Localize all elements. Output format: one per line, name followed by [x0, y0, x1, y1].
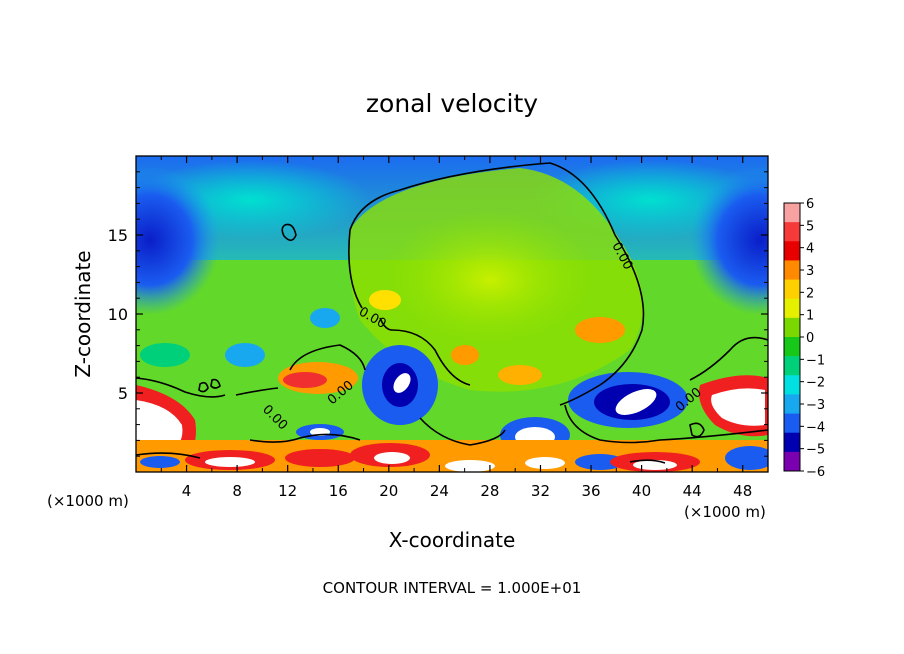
colorbar: 6 5 4 3 2 1 0 −1 −2 −3 −4 −5 −6: [783, 197, 825, 480]
y-tick-label: 5: [118, 384, 128, 403]
colorbar-label: −3: [806, 398, 825, 413]
colorbar-swatch: [784, 298, 800, 319]
colorbar-label: −2: [806, 376, 825, 391]
chart-title: zonal velocity: [366, 89, 538, 118]
contour-interval-note: CONTOUR INTERVAL = 1.000E+01: [323, 579, 582, 597]
x-tick-label: 32: [531, 482, 550, 500]
x-tick-label: 40: [632, 482, 651, 500]
heatmap-field: [136, 156, 768, 472]
x-tick-label: 36: [581, 482, 600, 500]
x-tick-label: 12: [278, 482, 297, 500]
colorbar-label: 6: [806, 197, 814, 212]
x-tick-label: 20: [379, 482, 398, 500]
x-tick-label: 4: [182, 482, 192, 500]
colorbar-label: −4: [806, 420, 825, 435]
x-unit-right: (×1000 m): [684, 503, 766, 521]
colorbar-swatch: [784, 432, 800, 453]
y-axis: 5 10 15: [108, 171, 768, 457]
colorbar-label: −1: [806, 353, 825, 368]
y-tick-label: 15: [108, 226, 128, 245]
colorbar-swatch: [784, 260, 800, 280]
colorbar-label: 4: [806, 242, 814, 257]
colorbar-swatch: [784, 337, 800, 357]
colorbar-label: 1: [806, 309, 814, 324]
colorbar-swatch: [784, 451, 800, 472]
colorbar-label: 2: [806, 286, 814, 301]
y-tick-label: 10: [108, 305, 128, 324]
x-tick-label: 48: [733, 482, 752, 500]
colorbar-label: 3: [806, 264, 814, 279]
zero-contours: [136, 162, 768, 464]
colorbar-label: −6: [806, 465, 825, 480]
colorbar-swatch: [784, 356, 800, 376]
colorbar-label: 0: [806, 331, 814, 346]
colorbar-label: −5: [806, 443, 825, 458]
colorbar-swatch: [784, 241, 800, 261]
colorbar-swatch: [784, 375, 800, 395]
x-tick-label: 28: [480, 482, 499, 500]
colorbar-swatch: [784, 222, 800, 242]
colorbar-swatch: [784, 203, 800, 223]
colorbar-swatch: [784, 413, 800, 434]
x-unit-left: (×1000 m): [47, 492, 129, 510]
x-tick-label: 44: [683, 482, 702, 500]
colorbar-swatch: [784, 317, 800, 338]
x-tick-label: 8: [232, 482, 242, 500]
x-tick-label: 24: [430, 482, 449, 500]
colorbar-swatch: [784, 394, 800, 414]
x-axis-label: X-coordinate: [389, 528, 516, 552]
y-axis-label: Z-coordinate: [71, 250, 95, 377]
x-tick-label: 16: [329, 482, 348, 500]
colorbar-swatch: [784, 279, 800, 300]
colorbar-label: 5: [806, 219, 814, 234]
x-axis: 4 8 12 16 20 24 28 32 36 40 44 48: [160, 156, 752, 500]
